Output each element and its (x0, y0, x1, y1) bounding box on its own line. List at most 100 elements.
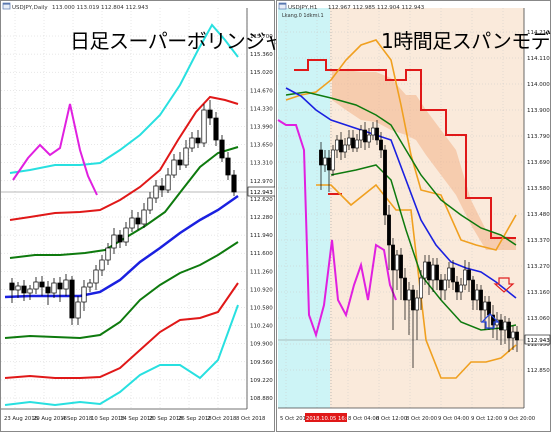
left-price-tick-label: 112.280 (250, 215, 273, 221)
right-date-label: 8 Oct 20:00 (406, 416, 438, 422)
left-bb-lower-3sigma (4, 304, 239, 407)
left-bb-middle-line (4, 194, 239, 299)
left-price-tick-label: 108.880 (250, 396, 273, 402)
right-chart-svg: 114.210 114.110 114.000 113.900 113.790 113.6… (276, 0, 551, 432)
left-price-tick-label: 114.670 (250, 88, 273, 94)
right-candle-bullish (431, 264, 435, 281)
left-price-tick-label: 114.330 (250, 106, 273, 112)
right-candle-bearish (439, 279, 443, 291)
left-price-tick-label: 111.940 (250, 233, 273, 239)
left-price-tick-label: 109.560 (250, 360, 273, 366)
left-date-label: 23 Aug 2018 (4, 416, 39, 422)
left-price-tick-label: 109.220 (250, 378, 273, 384)
right-window-icon-titlebar (279, 3, 286, 5)
left-candle-bullish (81, 286, 87, 303)
right-candle-bullish (367, 134, 371, 143)
right-price-tick-label: 113.580 (527, 186, 550, 192)
left-date-label: 29 Aug 2018 (33, 416, 68, 422)
left-candle-bearish (225, 157, 231, 176)
right-date-label: 8 Oct 12:00 (376, 416, 408, 422)
right-candle-bearish (435, 264, 439, 281)
left-header-symbol: USDJPY,Daily (12, 5, 48, 11)
right-orange-upper-band (285, 39, 517, 251)
right-candle-bearish (491, 314, 495, 326)
right-price-tick-label: 113.270 (527, 264, 550, 270)
left-candle-bullish (75, 301, 81, 319)
right-candle-bearish (351, 137, 355, 149)
right-candle-bullish (423, 261, 427, 279)
right-candle-bearish (403, 277, 407, 301)
left-candle-bearish (135, 217, 141, 225)
right-candle-bearish (427, 261, 431, 281)
right-candle-bearish (499, 319, 503, 331)
right-candle-bearish (379, 139, 383, 151)
right-shade-beige (330, 8, 524, 408)
left-price-tick-label: 111.260 (250, 269, 273, 275)
left-candle-bullish (129, 217, 135, 229)
right-date-label: 9 Oct 04:00 (438, 416, 470, 422)
left-candle-bullish (147, 197, 153, 211)
right-candle-bearish (399, 254, 403, 279)
left-candle-bullish (51, 282, 57, 294)
left-date-label: 10 Sep 2018 (91, 416, 125, 422)
right-orange-lower-band (316, 183, 517, 379)
right-price-tick-label: 112.950 (527, 342, 550, 348)
left-bb-lower-1sigma (4, 241, 239, 340)
right-header-ohlc: 112.967 112.985 112.904 112.943 (328, 5, 425, 11)
left-candle-bearish (69, 279, 75, 319)
left-candle-bullish (93, 269, 99, 284)
right-middle-line (285, 87, 517, 299)
right-candle-bearish (411, 289, 415, 311)
right-price-tick-label: 112.850 (527, 368, 550, 374)
left-candle-bearish (213, 117, 219, 141)
right-candle-bearish (383, 149, 387, 216)
right-candle-bullish (331, 149, 335, 171)
right-candle-bullish (407, 289, 411, 301)
right-header-symbol: USDJPY,H1 (288, 5, 317, 11)
left-date-label: 4 Sep 2018 (62, 416, 93, 422)
left-price-tick-label: 109.900 (250, 342, 273, 348)
left-plot-area (1, 8, 247, 409)
right-date-label: 9 Oct 12:00 (471, 416, 503, 422)
left-candle-bearish (231, 174, 237, 193)
right-candle-bullish (395, 254, 399, 271)
right-candle-bullish (359, 129, 363, 141)
left-price-tag-label: 112.943 (250, 190, 273, 196)
left-price-tick-label: 113.310 (250, 161, 273, 167)
right-candle-bullish (371, 127, 375, 136)
left-header-ohlc: 113.000 113.019 112.804 112.943 (52, 5, 149, 11)
right-candle-bearish (455, 281, 459, 293)
left-candle-bullish (111, 234, 117, 249)
left-candle-bullish (87, 282, 93, 288)
right-price-tick-label: 114.000 (527, 82, 550, 88)
right-candle-bearish (507, 321, 511, 339)
left-price-tag (247, 186, 275, 197)
right-candle-bullish (347, 137, 351, 146)
right-candle-bearish (375, 127, 379, 141)
right-price-tag (524, 334, 551, 345)
left-candle-bullish (165, 174, 171, 191)
left-overlay-title: 日足スーパーボリンジャー (70, 29, 303, 53)
left-price-tick-label: 110.580 (250, 306, 273, 312)
left-price-tick-label: 113.650 (250, 143, 273, 149)
right-candle-bullish (419, 277, 423, 299)
right-candle-bearish (339, 139, 343, 153)
right-shade-cyan (278, 8, 330, 408)
right-candle-bearish (479, 289, 483, 311)
left-candle-bullish (123, 227, 129, 243)
right-candle-bearish (515, 331, 519, 341)
left-window-icon-titlebar (3, 3, 10, 5)
right-candle-bearish (471, 279, 475, 301)
left-candle-bullish (201, 109, 207, 144)
left-bb-upper-1sigma (9, 146, 239, 259)
right-upper-step-line (294, 59, 516, 239)
right-candle-bearish (451, 267, 455, 283)
right-down-arrow-icon (493, 277, 515, 293)
right-price-tag-label: 112.943 (527, 338, 550, 344)
right-price-tick-label: 113.060 (527, 316, 550, 322)
left-candle-bullish (141, 209, 147, 225)
left-candle-bearish (21, 285, 27, 294)
right-price-tick-label: 113.690 (527, 160, 550, 166)
right-candle-bearish (327, 157, 331, 171)
right-candle-bearish (319, 149, 323, 166)
